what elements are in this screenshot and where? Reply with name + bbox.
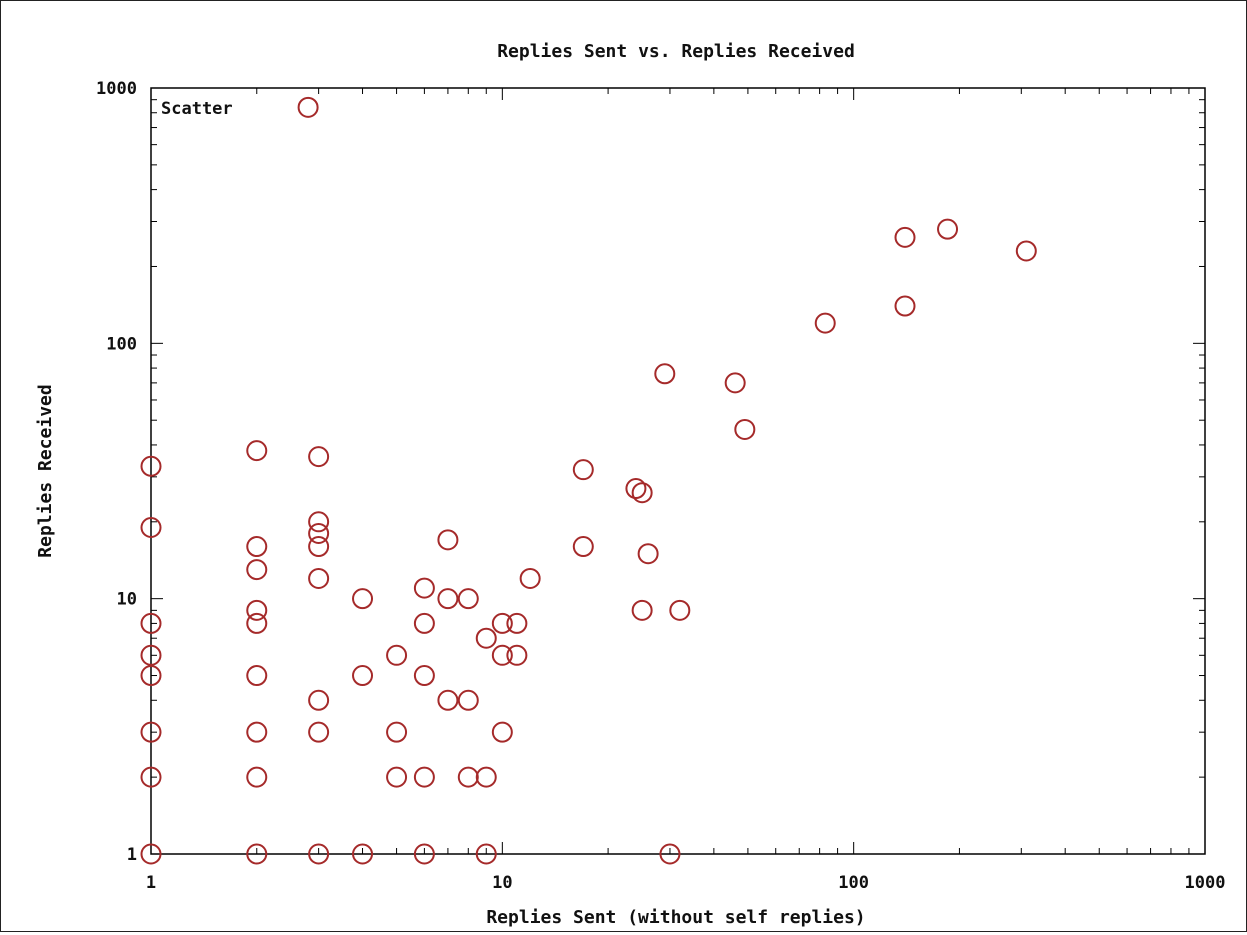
y-tick-label: 100 xyxy=(106,334,137,354)
data-point xyxy=(937,218,959,240)
data-point xyxy=(894,295,916,317)
data-point xyxy=(631,482,653,504)
data-point xyxy=(308,689,330,711)
data-point xyxy=(308,522,330,544)
data-point xyxy=(386,721,408,743)
data-point xyxy=(246,599,268,621)
x-tick-label: 10 xyxy=(492,873,512,893)
data-point xyxy=(352,843,374,865)
data-point xyxy=(308,843,330,865)
data-point xyxy=(413,577,435,599)
y-tick-label: 10 xyxy=(117,590,137,610)
legend-label: Scatter xyxy=(161,99,233,119)
data-point xyxy=(308,567,330,589)
data-point xyxy=(386,644,408,666)
data-point xyxy=(437,689,459,711)
data-point xyxy=(308,536,330,558)
data-point xyxy=(491,644,513,666)
data-point xyxy=(734,418,756,440)
data-point xyxy=(654,363,676,385)
data-point xyxy=(437,588,459,610)
data-point xyxy=(572,536,594,558)
data-point xyxy=(413,612,435,634)
data-point xyxy=(475,766,497,788)
data-points xyxy=(140,96,1037,865)
y-axis-label: Replies Received xyxy=(35,384,56,557)
data-point xyxy=(297,96,319,118)
x-axis-label: Replies Sent (without self replies) xyxy=(486,907,865,928)
data-point xyxy=(352,588,374,610)
data-point xyxy=(631,599,653,621)
data-point xyxy=(625,478,647,500)
data-point xyxy=(246,612,268,634)
data-point xyxy=(669,599,691,621)
data-point xyxy=(140,612,162,634)
data-point xyxy=(140,644,162,666)
data-point xyxy=(413,766,435,788)
y-tick-label: 1000 xyxy=(96,79,137,99)
data-point xyxy=(457,588,479,610)
data-point xyxy=(246,440,268,462)
data-point xyxy=(457,689,479,711)
data-point xyxy=(246,721,268,743)
data-point xyxy=(140,766,162,788)
axes: 1 10 100 1000 1 10 100 1000 xyxy=(96,79,1225,893)
data-point xyxy=(475,843,497,865)
data-point xyxy=(413,665,435,687)
data-point xyxy=(308,511,330,533)
data-point xyxy=(506,612,528,634)
data-point xyxy=(386,766,408,788)
data-point xyxy=(413,843,435,865)
data-point xyxy=(352,665,374,687)
data-point xyxy=(140,516,162,538)
data-point xyxy=(637,543,659,565)
chart-title: Replies Sent vs. Replies Received xyxy=(497,41,855,62)
x-tick-label: 1000 xyxy=(1185,873,1226,893)
data-point xyxy=(457,766,479,788)
x-tick-label: 100 xyxy=(838,873,869,893)
data-point xyxy=(308,446,330,468)
data-point xyxy=(437,529,459,551)
data-point xyxy=(308,721,330,743)
data-point xyxy=(475,627,497,649)
data-point xyxy=(246,559,268,581)
data-point xyxy=(140,721,162,743)
data-point xyxy=(140,455,162,477)
data-point xyxy=(246,766,268,788)
data-point xyxy=(572,459,594,481)
data-point xyxy=(894,226,916,248)
data-point xyxy=(1015,240,1037,262)
data-point xyxy=(519,567,541,589)
x-tick-label: 1 xyxy=(146,873,156,893)
data-point xyxy=(506,644,528,666)
data-point xyxy=(659,843,681,865)
data-point xyxy=(140,665,162,687)
data-point xyxy=(246,665,268,687)
data-point xyxy=(491,612,513,634)
y-tick-label: 1 xyxy=(127,845,137,865)
data-point xyxy=(246,843,268,865)
plot-border xyxy=(150,87,1206,855)
data-point xyxy=(724,372,746,394)
data-point xyxy=(246,536,268,558)
data-point xyxy=(140,843,162,865)
data-point xyxy=(491,721,513,743)
data-point xyxy=(814,312,836,334)
